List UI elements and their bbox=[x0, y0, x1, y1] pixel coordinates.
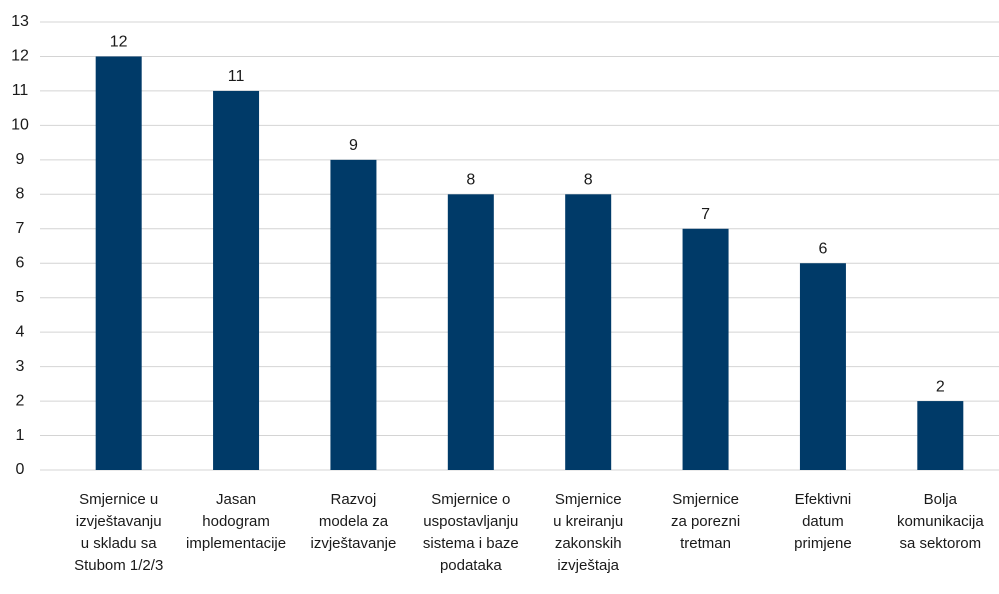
value-label: 12 bbox=[110, 34, 128, 51]
x-tick-label: Jasan hodogram implementacije bbox=[186, 491, 286, 552]
value-label: 11 bbox=[228, 68, 245, 85]
y-tick-label: 8 bbox=[16, 186, 25, 203]
y-tick-label: 9 bbox=[16, 151, 25, 168]
bar bbox=[917, 401, 964, 470]
bar bbox=[565, 194, 612, 471]
bar bbox=[447, 194, 494, 471]
x-tick-label: Smjernice u izvještavanju u skladu sa Stubo… bbox=[74, 491, 163, 574]
y-tick-label: 6 bbox=[16, 254, 25, 271]
x-tick-label: Razvoj modela za izvještavanje bbox=[310, 491, 396, 552]
bar bbox=[799, 263, 846, 470]
bar bbox=[95, 56, 142, 470]
y-tick-label: 7 bbox=[16, 220, 25, 237]
x-tick-label: Smjernice za porezni tretman bbox=[671, 491, 740, 552]
y-tick-label: 13 bbox=[11, 13, 29, 30]
value-label: 9 bbox=[349, 137, 358, 154]
y-tick-label: 11 bbox=[12, 82, 29, 99]
y-tick-label: 1 bbox=[16, 427, 25, 444]
y-tick-label: 10 bbox=[11, 117, 29, 134]
y-tick-label: 4 bbox=[16, 323, 25, 340]
x-tick-label: Efektivni datum primjene bbox=[794, 491, 852, 552]
bar bbox=[330, 159, 377, 470]
bar bbox=[213, 90, 260, 470]
y-tick-label: 12 bbox=[11, 48, 29, 65]
value-label: 7 bbox=[701, 206, 710, 223]
y-tick-label: 2 bbox=[16, 392, 25, 409]
y-tick-label: 5 bbox=[16, 289, 25, 306]
x-tick-label: Bolja komunikacija sa sektorom bbox=[897, 491, 984, 552]
x-tick-label: Smjernice o uspostavljanju sistema i baze p… bbox=[423, 491, 519, 574]
value-label: 8 bbox=[584, 172, 593, 189]
value-label: 6 bbox=[818, 240, 827, 257]
y-tick-label: 3 bbox=[16, 358, 25, 375]
y-tick-label: 0 bbox=[16, 461, 25, 478]
value-label: 2 bbox=[936, 378, 945, 395]
value-label: 8 bbox=[466, 172, 475, 189]
x-tick-label: Smjernice u kreiranju zakonskih izvještaja bbox=[553, 491, 623, 574]
bar bbox=[682, 228, 729, 470]
